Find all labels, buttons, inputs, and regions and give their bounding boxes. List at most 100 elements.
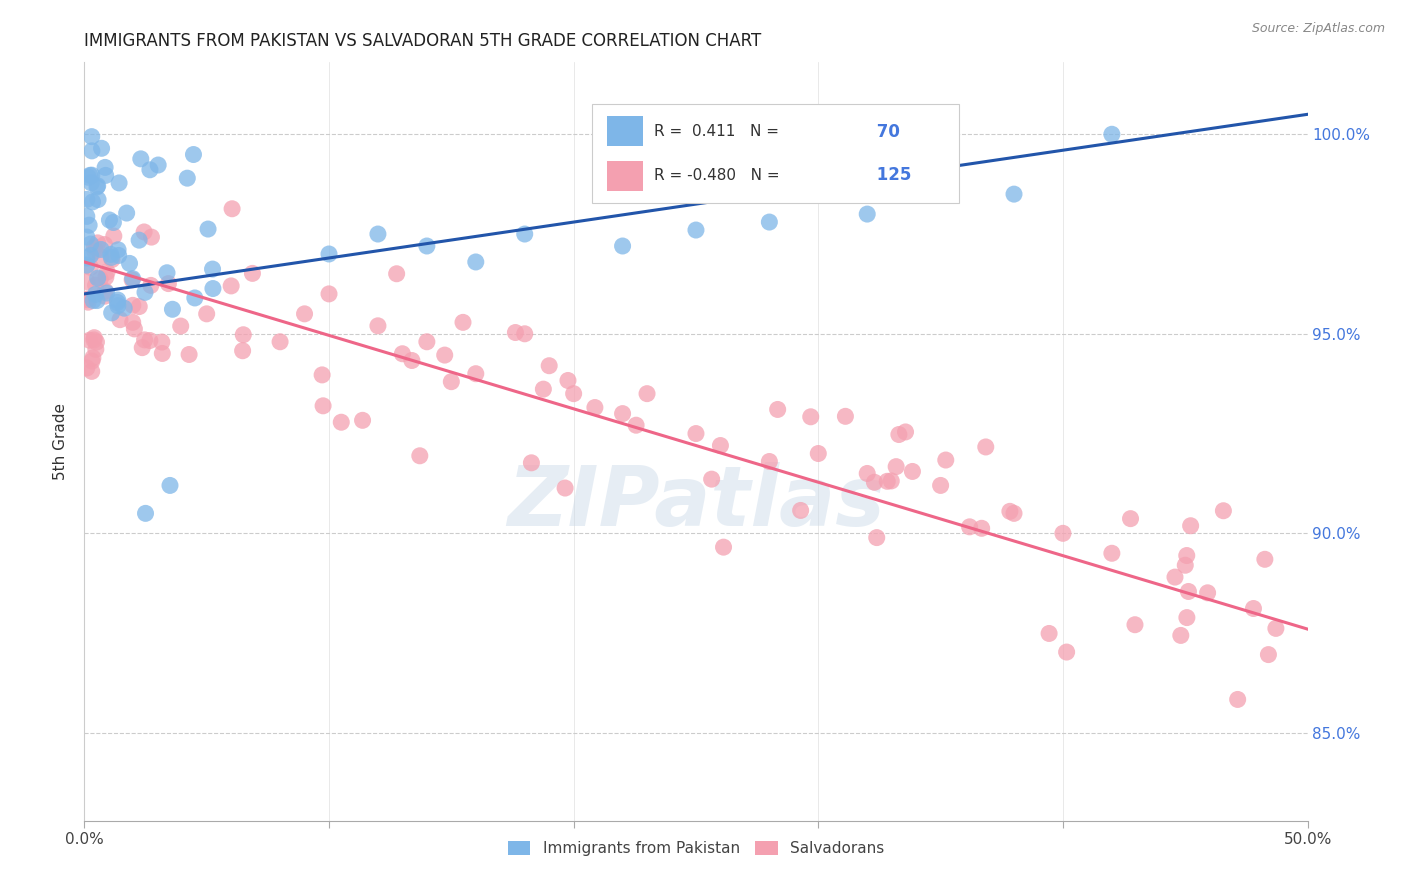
Point bbox=[134, 285, 156, 300]
Point bbox=[79, 260, 101, 275]
Point bbox=[433, 348, 456, 362]
Point bbox=[86, 334, 108, 349]
Point bbox=[131, 341, 153, 355]
Point bbox=[86, 178, 108, 193]
Point bbox=[135, 507, 157, 521]
Point bbox=[94, 270, 117, 285]
Point bbox=[115, 206, 138, 220]
Point bbox=[128, 300, 150, 314]
Point bbox=[93, 237, 115, 252]
Point bbox=[201, 281, 224, 295]
Point bbox=[1101, 546, 1123, 560]
Point bbox=[330, 415, 353, 429]
Point bbox=[94, 289, 117, 303]
Point bbox=[76, 293, 98, 307]
Point bbox=[709, 438, 731, 452]
Point bbox=[84, 278, 107, 293]
Point bbox=[86, 293, 108, 308]
Point bbox=[998, 504, 1021, 518]
Point bbox=[318, 247, 340, 261]
Point bbox=[856, 467, 879, 481]
Point bbox=[76, 275, 98, 289]
Point bbox=[758, 215, 780, 229]
Text: Source: ZipAtlas.com: Source: ZipAtlas.com bbox=[1251, 22, 1385, 36]
Point bbox=[162, 302, 184, 317]
Point bbox=[124, 322, 146, 336]
Point bbox=[464, 255, 486, 269]
Point bbox=[685, 426, 707, 441]
Point bbox=[76, 292, 98, 306]
Point bbox=[132, 225, 155, 239]
Point bbox=[121, 271, 143, 285]
Point bbox=[108, 176, 131, 190]
Point bbox=[1175, 549, 1198, 563]
Point bbox=[86, 180, 108, 194]
Point bbox=[79, 333, 101, 347]
Point bbox=[121, 298, 143, 312]
Point bbox=[159, 478, 181, 492]
Point bbox=[76, 361, 98, 376]
Point bbox=[107, 248, 129, 262]
Point bbox=[758, 454, 780, 468]
Point bbox=[1038, 626, 1060, 640]
Legend: Immigrants from Pakistan, Salvadorans: Immigrants from Pakistan, Salvadorans bbox=[502, 835, 890, 863]
Point bbox=[96, 265, 118, 279]
Point bbox=[834, 409, 856, 424]
Point bbox=[1264, 621, 1286, 635]
Point bbox=[90, 250, 112, 264]
Point bbox=[1177, 584, 1199, 599]
Point bbox=[513, 227, 536, 241]
Point bbox=[935, 453, 957, 467]
Point bbox=[583, 401, 606, 415]
Point bbox=[183, 147, 205, 161]
Point bbox=[612, 407, 634, 421]
Point bbox=[901, 465, 924, 479]
Point bbox=[150, 346, 173, 360]
Point bbox=[201, 262, 224, 277]
Point bbox=[887, 427, 910, 442]
Point bbox=[1101, 128, 1123, 142]
Point bbox=[76, 192, 98, 206]
Point bbox=[636, 386, 658, 401]
Point bbox=[82, 194, 104, 209]
Point bbox=[894, 425, 917, 439]
Point bbox=[76, 251, 98, 265]
Point bbox=[311, 368, 333, 382]
Point bbox=[367, 318, 389, 333]
Point bbox=[1197, 586, 1219, 600]
Point bbox=[94, 161, 117, 175]
Point bbox=[103, 229, 125, 244]
Point bbox=[863, 475, 886, 490]
Point bbox=[90, 243, 112, 257]
Point bbox=[312, 399, 335, 413]
Point bbox=[866, 531, 889, 545]
Point bbox=[1123, 617, 1146, 632]
Point bbox=[79, 237, 101, 252]
Point bbox=[1052, 526, 1074, 541]
Point bbox=[1164, 570, 1187, 584]
Point bbox=[974, 440, 997, 454]
Point bbox=[83, 240, 105, 254]
Point bbox=[416, 334, 439, 349]
Point bbox=[800, 409, 823, 424]
Point bbox=[86, 235, 108, 250]
Point bbox=[84, 287, 107, 301]
Point bbox=[766, 402, 789, 417]
Point bbox=[76, 230, 98, 244]
Point bbox=[232, 343, 254, 358]
Point bbox=[80, 168, 103, 182]
Point bbox=[1119, 511, 1142, 525]
Point bbox=[82, 293, 104, 308]
Point bbox=[221, 202, 243, 216]
Point bbox=[103, 215, 125, 229]
Point bbox=[1226, 692, 1249, 706]
Point bbox=[513, 326, 536, 341]
Point bbox=[105, 295, 128, 310]
Point bbox=[464, 367, 486, 381]
Point bbox=[77, 295, 100, 310]
Point bbox=[79, 169, 101, 183]
Point bbox=[83, 333, 105, 347]
Point bbox=[880, 474, 903, 488]
Point bbox=[77, 170, 100, 185]
Point bbox=[83, 331, 105, 345]
